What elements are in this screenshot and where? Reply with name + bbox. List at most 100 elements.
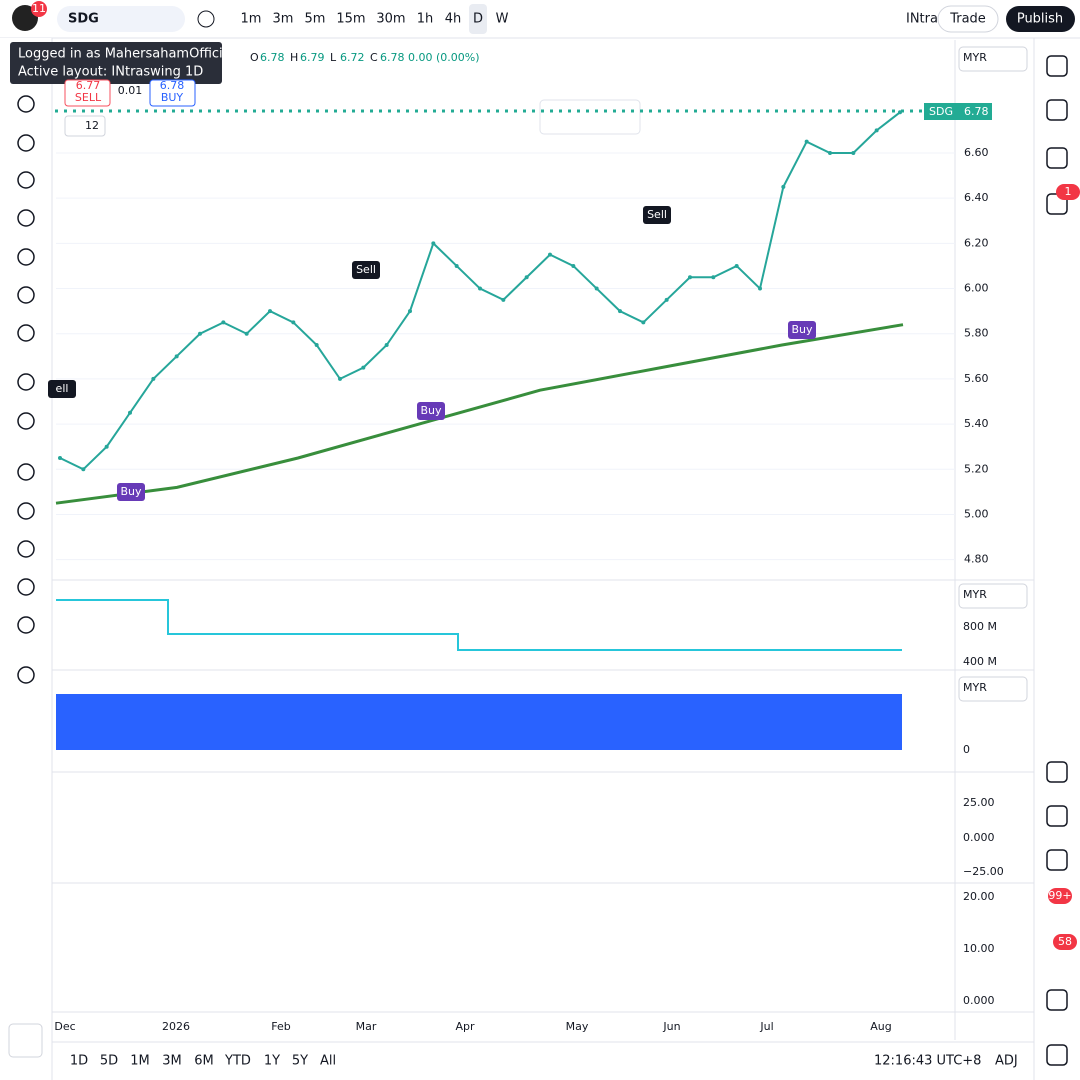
- tool-icon[interactable]: [17, 616, 35, 634]
- tool-icon[interactable]: [17, 373, 35, 391]
- trade-button[interactable]: [937, 5, 999, 33]
- side-icon[interactable]: [1046, 1044, 1068, 1066]
- close-point: [524, 275, 529, 280]
- side-icon[interactable]: [1046, 147, 1068, 169]
- badge-text: 11: [32, 2, 46, 15]
- close-point: [291, 320, 296, 325]
- close-point: [174, 354, 179, 359]
- range-button[interactable]: 6M: [194, 1054, 214, 1069]
- signal: Buy: [120, 485, 142, 498]
- currency-box: [958, 583, 1028, 609]
- trade[interactable]: Trade: [949, 12, 986, 27]
- close-point: [688, 275, 692, 280]
- x-tick-label: 2026: [162, 1020, 190, 1033]
- side-icon[interactable]: [1046, 805, 1068, 827]
- tool-icon[interactable]: [17, 540, 35, 558]
- legend-value: 6.72: [340, 51, 365, 64]
- flow-area: [56, 694, 902, 750]
- close-point: [664, 297, 669, 302]
- close-point: [501, 297, 506, 302]
- close-point: [221, 320, 226, 325]
- range-button[interactable]: 1Y: [264, 1054, 280, 1069]
- interval[interactable]: W: [496, 12, 509, 27]
- close-point: [384, 343, 389, 348]
- side-icon[interactable]: [1046, 761, 1068, 783]
- notification-count: 58: [1058, 935, 1072, 948]
- close-point: [781, 184, 786, 189]
- interval[interactable]: 1h: [417, 12, 434, 27]
- range-button[interactable]: 5D: [100, 1054, 118, 1069]
- sell: SELL: [75, 91, 102, 104]
- last-price: 6.78: [964, 105, 989, 118]
- publish[interactable]: Publish: [1017, 12, 1063, 27]
- pane-tick: 0.000: [963, 994, 995, 1007]
- tooltip-line: Active layout: INtraswing 1D: [18, 65, 203, 80]
- notification-count: 99+: [1048, 889, 1071, 902]
- side-icon[interactable]: [1046, 989, 1068, 1011]
- tool-icon[interactable]: [17, 666, 35, 684]
- tooltip-line: Logged in as MahersahamOfficial: [18, 47, 234, 62]
- interval[interactable]: D: [473, 12, 483, 27]
- close-point: [268, 309, 272, 314]
- interval[interactable]: 30m: [376, 12, 405, 27]
- x-tick-label: Aug: [870, 1020, 891, 1033]
- tool-icon[interactable]: [17, 578, 35, 596]
- adj: ADJ: [995, 1054, 1018, 1069]
- range-button[interactable]: 1D: [70, 1054, 88, 1069]
- close-point: [128, 410, 132, 415]
- pane-tick: 20.00: [963, 890, 995, 903]
- symbol-search[interactable]: [57, 6, 185, 32]
- signal: ell: [56, 382, 69, 395]
- notification-badge: [1053, 934, 1077, 950]
- y-tick-label: 5.40: [964, 417, 989, 430]
- close-point: [454, 263, 459, 268]
- range-button[interactable]: YTD: [224, 1054, 251, 1069]
- pane-tick: −25.00: [963, 865, 1004, 878]
- close-point: [151, 376, 156, 381]
- add-icon[interactable]: [197, 10, 215, 28]
- tool-icon[interactable]: [17, 324, 35, 342]
- close-point: [361, 365, 366, 370]
- signal-box: [643, 206, 671, 224]
- tool-icon[interactable]: [17, 95, 35, 113]
- tool-icon[interactable]: [17, 463, 35, 481]
- y-tick-label: 5.20: [964, 462, 989, 475]
- range-button[interactable]: 3M: [162, 1054, 182, 1069]
- interval[interactable]: 1m: [241, 12, 262, 27]
- legend-label: L: [330, 51, 337, 64]
- interval[interactable]: 15m: [336, 12, 365, 27]
- y-tick-label: 6.60: [964, 146, 989, 159]
- close-line: [59, 111, 901, 471]
- close-point: [314, 343, 319, 348]
- side-icon[interactable]: [1046, 99, 1068, 121]
- currency-box: [958, 676, 1028, 702]
- pane-tick: 400 M: [963, 655, 997, 668]
- notification-badge: [1056, 184, 1080, 200]
- tool-icon[interactable]: [17, 412, 35, 430]
- side-icon[interactable]: [1046, 849, 1068, 871]
- notification-count: 1: [1065, 185, 1072, 198]
- symbol[interactable]: SDG: [68, 12, 99, 27]
- tool-icon[interactable]: [17, 209, 35, 227]
- range-button[interactable]: 5Y: [292, 1054, 308, 1069]
- interval[interactable]: 5m: [305, 12, 326, 27]
- legend-label: H: [290, 51, 298, 64]
- close-point: [641, 320, 646, 325]
- side-icon[interactable]: [1046, 55, 1068, 77]
- range-button[interactable]: All: [320, 1054, 336, 1069]
- legend-change: 0.00 (0.00%): [408, 51, 480, 64]
- publish-button[interactable]: [1006, 6, 1075, 32]
- close-point: [571, 263, 576, 268]
- y-tick-label: 6.20: [964, 236, 989, 249]
- tool-icon[interactable]: [17, 171, 35, 189]
- layout-name[interactable]: INtra: [906, 12, 938, 27]
- tool-icon[interactable]: [17, 286, 35, 304]
- interval[interactable]: 4h: [445, 12, 462, 27]
- x-tick-label: Jun: [662, 1020, 680, 1033]
- range-button[interactable]: 1M: [130, 1054, 150, 1069]
- tool-icon[interactable]: [17, 134, 35, 152]
- tooltip: [10, 42, 222, 84]
- tool-icon[interactable]: [17, 502, 35, 520]
- interval[interactable]: 3m: [273, 12, 294, 27]
- tool-icon[interactable]: [17, 248, 35, 266]
